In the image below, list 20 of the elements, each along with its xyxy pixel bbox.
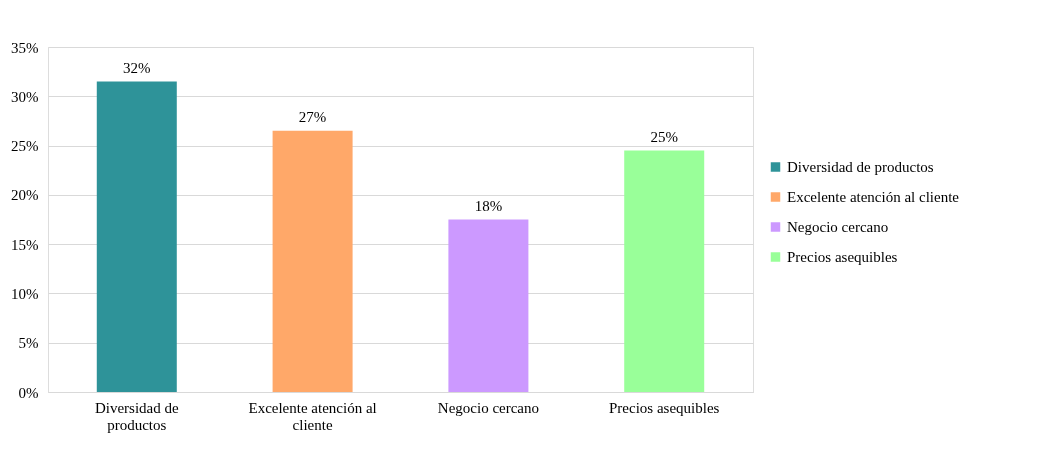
data-label: 32% xyxy=(123,59,151,76)
data-label: 27% xyxy=(298,108,327,125)
y-tick-label: 35% xyxy=(11,39,39,56)
y-tick-label: 15% xyxy=(11,236,39,253)
legend-label: Diversidad de productos xyxy=(787,159,934,175)
y-tick-label: 20% xyxy=(11,187,39,204)
data-label: 18% xyxy=(474,197,503,214)
y-tick-label: 25% xyxy=(11,138,39,155)
y-tick-label: 30% xyxy=(11,88,39,105)
y-tick-label: 5% xyxy=(18,335,39,352)
x-tick-label: Excelente atención al cliente xyxy=(248,399,377,433)
x-tick-label: Precios asequibles xyxy=(609,399,720,416)
legend-label: Excelente atención al cliente xyxy=(787,189,960,205)
y-tick-label: 10% xyxy=(11,285,39,302)
data-label: 25% xyxy=(650,128,678,145)
legend-label: Precios asequibles xyxy=(787,249,898,265)
x-tick-label: Negocio cercano xyxy=(437,399,540,416)
legend-label: Negocio cercano xyxy=(787,219,889,235)
x-tick-label: Diversidad de productos xyxy=(94,399,179,433)
y-tick-label: 0% xyxy=(18,384,39,401)
